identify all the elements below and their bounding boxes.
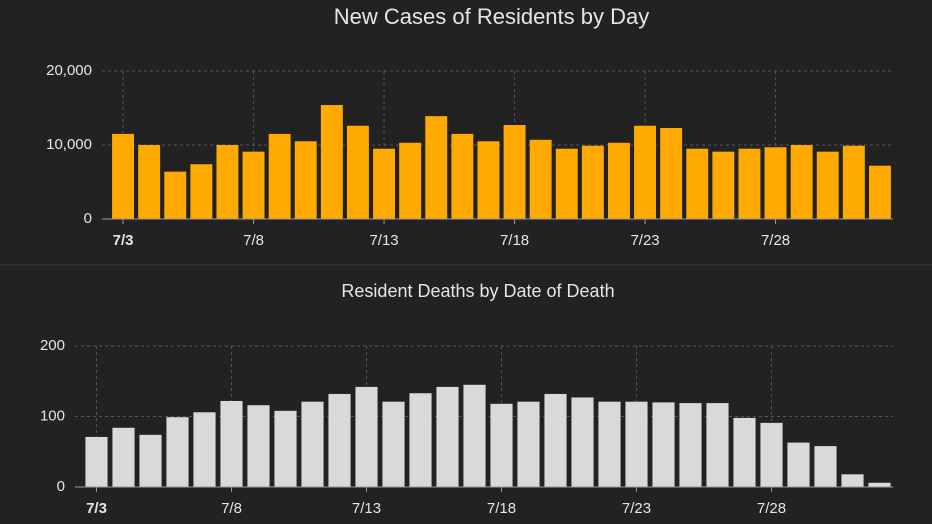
bar <box>625 401 648 487</box>
bar <box>868 165 891 219</box>
y-tick-label: 200 <box>40 337 65 354</box>
bar <box>274 410 297 487</box>
bar <box>503 125 526 219</box>
bar <box>193 412 216 487</box>
x-tick-label: 7/13 <box>352 500 381 517</box>
x-tick-label: 7/8 <box>221 500 242 517</box>
bar <box>477 141 500 219</box>
bar <box>814 446 837 487</box>
bar <box>190 164 213 219</box>
y-tick-label: 0 <box>84 210 92 227</box>
bar <box>166 417 189 487</box>
y-tick-label: 20,000 <box>46 62 92 79</box>
bar <box>841 474 864 487</box>
bar <box>790 145 813 219</box>
x-tick-label: 7/28 <box>761 232 790 249</box>
bar <box>816 151 839 219</box>
bar <box>220 400 243 487</box>
bar <box>85 436 108 487</box>
bar <box>242 151 265 219</box>
bar <box>164 171 187 219</box>
bar <box>409 393 432 487</box>
bar <box>529 139 552 219</box>
x-tick-label: 7/3 <box>86 500 107 517</box>
bar <box>660 127 683 219</box>
x-tick-label: 7/13 <box>369 232 398 249</box>
y-tick-label: 100 <box>40 407 65 424</box>
x-tick-label: 7/3 <box>113 232 134 249</box>
bar <box>712 151 735 219</box>
bar <box>571 397 594 487</box>
bar <box>436 386 459 487</box>
bar <box>138 145 161 219</box>
bar <box>764 147 787 219</box>
bar <box>842 145 865 219</box>
bar <box>738 148 761 219</box>
bar <box>451 133 474 219</box>
bar <box>294 141 317 219</box>
bar <box>268 133 291 219</box>
chart-title: New Cases of Residents by Day <box>334 4 649 29</box>
bar <box>425 116 448 219</box>
bar <box>112 133 135 219</box>
bar <box>760 422 783 487</box>
bar <box>634 125 657 219</box>
y-tick-label: 10,000 <box>46 136 92 153</box>
bar <box>139 434 162 487</box>
bar <box>373 148 396 219</box>
bar <box>581 145 604 219</box>
bar <box>320 105 343 219</box>
bar <box>517 401 540 487</box>
bar <box>733 417 756 487</box>
bar <box>247 405 270 487</box>
bar <box>463 384 486 487</box>
bar <box>399 142 422 219</box>
y-tick-label: 0 <box>57 478 65 495</box>
bar <box>216 145 239 219</box>
bar <box>868 482 891 487</box>
bar <box>544 393 567 487</box>
x-tick-label: 7/23 <box>622 500 651 517</box>
bar <box>346 125 369 219</box>
bar <box>607 142 630 219</box>
bar <box>555 148 578 219</box>
bar <box>328 393 351 487</box>
bar <box>652 402 675 487</box>
bar <box>787 442 810 487</box>
bar <box>706 403 729 487</box>
bar <box>598 401 621 487</box>
x-tick-label: 7/8 <box>243 232 264 249</box>
bar <box>679 403 702 487</box>
x-tick-label: 7/28 <box>757 500 786 517</box>
bar <box>112 427 135 487</box>
bar <box>382 401 405 487</box>
bar <box>686 148 709 219</box>
bar <box>490 403 513 487</box>
chart-title: Resident Deaths by Date of Death <box>341 281 614 301</box>
bar <box>301 401 324 487</box>
bar <box>355 386 378 487</box>
x-tick-label: 7/18 <box>500 232 529 249</box>
x-tick-label: 7/23 <box>630 232 659 249</box>
x-tick-label: 7/18 <box>487 500 516 517</box>
